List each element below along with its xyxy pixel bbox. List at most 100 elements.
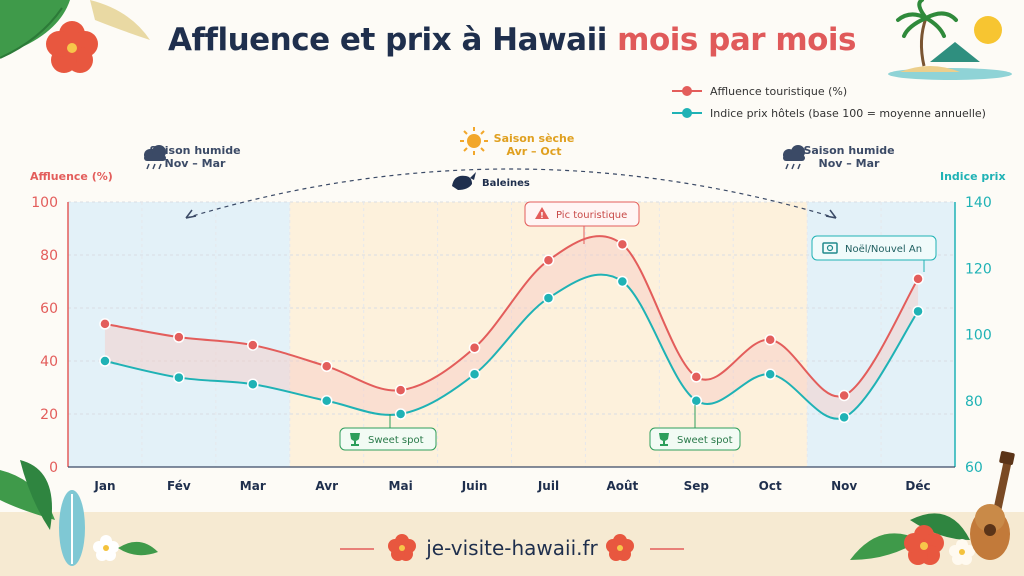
callout-pic-touristique: ! Pic touristique	[524, 201, 640, 244]
whale-arrow-head-left	[185, 209, 197, 219]
hibiscus-flower-icon	[46, 21, 98, 73]
y-tick-label-right: 60	[965, 460, 983, 476]
island-palm-icon	[888, 0, 1012, 80]
footer-hibiscus-right-icon	[606, 534, 634, 561]
footer-url[interactable]: je-visite-hawaii.fr	[426, 536, 598, 560]
title-main: Affluence et prix à Hawaii	[167, 22, 607, 58]
y-tick-label-right: 80	[965, 394, 983, 410]
y-axis-title-right: Indice prix	[940, 170, 1006, 183]
callout-sweet-sep-text: Sweet spot	[677, 435, 733, 446]
data-point-affluence	[320, 360, 333, 373]
season-wet-left-period: Nov – Mar	[164, 157, 226, 170]
data-point-prix	[912, 305, 924, 318]
rain-cloud-icon-right	[783, 145, 805, 170]
x-tick-label: Fév	[167, 479, 191, 493]
y-tick-label-right: 100	[965, 328, 992, 344]
callout-pic-text: Pic touristique	[556, 210, 627, 221]
y-tick-label-left: 60	[40, 301, 58, 317]
gift-money-icon	[822, 242, 838, 254]
trophy-icon-mai	[350, 433, 360, 446]
season-wet-left: Saison humide Nov – Mar	[140, 144, 250, 170]
callout-noel-text: Noël/Nouvel An	[845, 244, 922, 255]
data-point-affluence	[468, 342, 481, 354]
legend-item-prix: Indice prix hôtels (base 100 = moyenne a…	[672, 102, 986, 124]
data-point-affluence	[838, 389, 850, 402]
data-point-prix	[247, 378, 259, 390]
data-point-prix	[542, 292, 555, 304]
y-tick-label-left: 0	[49, 460, 58, 476]
x-tick-label: Jan	[93, 479, 115, 493]
x-tick-label: Oct	[759, 479, 782, 493]
season-wet-left-label: Saison humide	[149, 144, 241, 157]
x-tick-label: Mar	[240, 479, 266, 493]
data-point-affluence	[247, 339, 259, 351]
axis-ticks: 0 20 40 60 80 100 60 80 100 120 140 Jan Fév Mar Avr Mai…	[31, 195, 991, 493]
data-point-prix	[468, 368, 481, 380]
data-point-affluence	[764, 334, 776, 346]
data-point-prix	[394, 408, 407, 420]
sun-icon	[460, 127, 488, 155]
callout-noel: Noël/Nouvel An	[811, 235, 937, 272]
y-tick-label-left: 20	[40, 407, 58, 423]
series-points	[99, 238, 924, 424]
y-tick-label-right: 120	[965, 261, 992, 277]
x-tick-label: Juil	[537, 479, 559, 493]
data-point-prix	[616, 275, 629, 288]
ukulele-icon	[970, 451, 1015, 560]
y-tick-label-left: 80	[40, 248, 58, 264]
legend-label-prix: Indice prix hôtels (base 100 = moyenne a…	[710, 106, 986, 120]
footer-hibiscus-left-icon	[388, 534, 416, 561]
legend-label-affluence: Affluence touristique (%)	[710, 84, 848, 98]
palm-leaf-icon	[0, 0, 150, 59]
season-dry-period: Avr – Oct	[506, 145, 562, 158]
svg-text:!: !	[540, 211, 544, 220]
series-fill-area	[104, 236, 919, 419]
data-point-affluence	[616, 238, 629, 251]
data-point-prix	[173, 371, 185, 384]
data-point-prix	[690, 395, 703, 407]
legend-swatch-prix	[672, 106, 702, 120]
dry-season-band	[289, 202, 808, 467]
y-tick-label-left: 40	[40, 354, 58, 370]
warning-icon	[535, 207, 549, 219]
y-axis-title-left: Affluence (%)	[30, 170, 113, 183]
y-tick-label-right: 140	[965, 195, 992, 211]
whales-label: Baleines	[482, 178, 530, 189]
chart-axes	[67, 202, 956, 468]
x-tick-label: Nov	[831, 479, 857, 493]
data-point-affluence	[394, 384, 407, 396]
legend-swatch-affluence	[672, 84, 702, 98]
data-point-prix	[838, 411, 850, 424]
callout-sweet-mai-text: Sweet spot	[368, 435, 424, 446]
footer-decoration	[340, 534, 684, 561]
data-point-prix	[320, 395, 333, 407]
callout-sweet-spot-sep: Sweet spot	[649, 405, 741, 451]
x-tick-label: Juin	[461, 479, 488, 493]
bottom-left-plants-icon	[0, 460, 158, 566]
rain-cloud-icon	[144, 145, 166, 170]
page-title: Affluence et prix à Hawaii mois par mois	[0, 22, 1024, 58]
season-dry: Saison sèche Avr – Oct	[474, 132, 594, 158]
x-tick-label: Août	[606, 479, 638, 493]
data-point-affluence	[542, 254, 555, 267]
x-tick-label: Sep	[684, 479, 710, 493]
data-point-affluence	[173, 331, 185, 343]
data-point-prix	[764, 368, 776, 380]
y-tick-label-left: 100	[31, 195, 58, 211]
season-wet-right-label: Saison humide	[803, 144, 895, 157]
x-tick-label: Déc	[905, 479, 930, 493]
callout-sweet-spot-mai: Sweet spot	[339, 414, 437, 451]
x-tick-label: Mai	[389, 479, 413, 493]
whale-arrow-head-right	[825, 209, 837, 219]
bottom-right-plants-icon	[850, 513, 975, 565]
whale-season-arrow	[185, 168, 837, 219]
chart-legend: Affluence touristique (%) Indice prix hô…	[672, 80, 986, 124]
data-point-affluence	[912, 273, 924, 285]
season-wet-right-period: Nov – Mar	[818, 157, 880, 170]
legend-item-affluence: Affluence touristique (%)	[672, 80, 986, 102]
season-dry-label: Saison sèche	[493, 132, 575, 145]
x-tick-label: Avr	[315, 479, 338, 493]
